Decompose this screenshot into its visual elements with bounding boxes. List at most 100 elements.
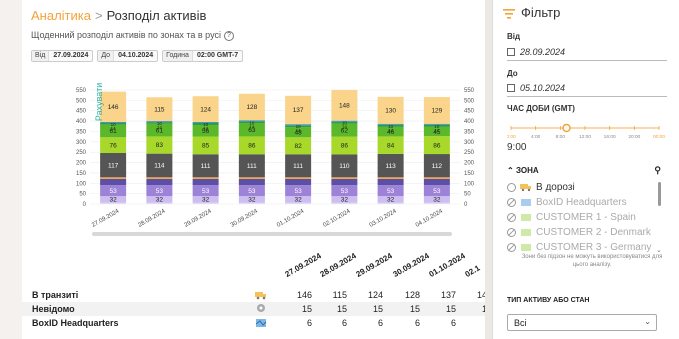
bar-segment[interactable] [100, 121, 127, 123]
bar-segment[interactable] [238, 202, 265, 204]
bar-segment[interactable] [192, 185, 219, 197]
bar-segment[interactable] [377, 96, 404, 124]
bar-segment[interactable] [192, 154, 219, 178]
bar-segment[interactable] [192, 136, 219, 155]
bar-segment[interactable] [285, 154, 312, 178]
bar-segment[interactable] [192, 96, 219, 122]
zone-scrollbar[interactable] [658, 182, 661, 206]
bar-segment[interactable] [146, 178, 173, 186]
bar-segment[interactable] [331, 202, 358, 204]
bar-segment[interactable] [146, 97, 173, 122]
bar-segment[interactable] [192, 122, 219, 126]
bar-segment[interactable] [100, 122, 127, 125]
zone-item[interactable]: BoxID Headquarters [507, 195, 657, 210]
bar-segment[interactable] [100, 177, 127, 179]
bar-segment[interactable] [377, 196, 404, 203]
bar-segment[interactable] [423, 202, 450, 204]
bar-segment[interactable] [377, 126, 404, 137]
bar-segment[interactable] [331, 178, 358, 186]
bar-segment[interactable] [331, 177, 358, 179]
bar-segment[interactable] [423, 123, 450, 125]
bar-segment[interactable] [100, 196, 127, 203]
bar-segment[interactable] [192, 178, 219, 186]
bar-segment[interactable] [192, 177, 219, 179]
bar-segment[interactable] [377, 178, 404, 186]
bar-segment[interactable] [331, 196, 358, 203]
bar-segment[interactable] [423, 196, 450, 203]
time-slider[interactable]: 0:00 4:00 8:00 12:00 16:00 20:00 00:00 [507, 120, 667, 144]
bar-segment[interactable] [238, 177, 265, 179]
column-header-date[interactable]: 01.10.2024 [427, 251, 467, 279]
bar-segment[interactable] [238, 178, 265, 186]
table-row[interactable]: BoxID Headquarters666666 [22, 316, 492, 330]
bar-segment[interactable] [285, 202, 312, 204]
bar-segment[interactable] [238, 93, 265, 121]
bar-segment[interactable] [423, 126, 450, 137]
bar-segment[interactable] [377, 123, 404, 125]
table-row[interactable]: Невідомо151515151515 [22, 302, 492, 316]
bar-segment[interactable] [331, 90, 358, 121]
bar-segment[interactable] [331, 154, 358, 178]
bar-segment[interactable] [285, 177, 312, 179]
bar-segment[interactable] [192, 121, 219, 123]
bar-segment[interactable] [146, 121, 173, 123]
zone-item[interactable]: В дорозі [507, 180, 657, 195]
bar-segment[interactable] [146, 153, 173, 178]
table-row[interactable]: В транзиті 146 115 124 128 137 148 [22, 288, 492, 302]
bar-segment[interactable] [423, 136, 450, 155]
bar-segment[interactable] [100, 91, 127, 122]
bar-segment[interactable] [377, 177, 404, 179]
bar-segment[interactable] [331, 120, 358, 122]
breadcrumb-root-link[interactable]: Аналітика [31, 8, 91, 23]
bar-segment[interactable] [192, 125, 219, 137]
bar-segment[interactable] [146, 123, 173, 137]
bar-segment[interactable] [377, 202, 404, 204]
bar-segment[interactable] [423, 177, 450, 179]
bar-segment[interactable] [146, 122, 173, 124]
bar-segment[interactable] [100, 137, 127, 154]
bar-segment[interactable] [238, 121, 265, 124]
asset-type-select[interactable]: Всі ⌄ [507, 314, 657, 331]
zone-collapse-icon[interactable]: ⌃ [507, 166, 514, 175]
bar-segment[interactable] [331, 121, 358, 124]
bar-segment[interactable] [423, 178, 450, 186]
bar-segment[interactable] [100, 178, 127, 186]
bar-segment[interactable] [423, 154, 450, 178]
zone-item[interactable]: CUSTOMER 1 - Spain [507, 210, 657, 225]
zone-scroll-down-icon[interactable]: ⌄ [656, 247, 662, 254]
filter-to-field[interactable]: 05.10.2024 [507, 83, 667, 97]
bar-segment[interactable] [100, 124, 127, 138]
column-header-date[interactable]: 02.1 [463, 263, 482, 279]
bar-segment[interactable] [377, 124, 404, 127]
bar-segment[interactable] [100, 202, 127, 204]
filter-icon[interactable] [503, 9, 515, 19]
bar-segment[interactable] [238, 185, 265, 197]
bar-segment[interactable] [146, 177, 173, 179]
bar-segment[interactable] [146, 202, 173, 204]
bar-segment[interactable] [192, 202, 219, 204]
bar-segment[interactable] [285, 185, 312, 197]
bar-segment[interactable] [285, 125, 312, 128]
help-icon[interactable]: ? [223, 30, 234, 41]
bar-segment[interactable] [285, 127, 312, 138]
column-header-date[interactable]: 27.09.2024 [283, 251, 323, 279]
filter-from-field[interactable]: 28.09.2024 [507, 47, 667, 61]
bar-segment[interactable] [331, 136, 358, 155]
bar-segment[interactable] [331, 123, 358, 137]
bar-segment[interactable] [100, 185, 127, 197]
bar-segment[interactable] [238, 123, 265, 137]
column-header-date[interactable]: 30.09.2024 [391, 251, 431, 279]
bar-segment[interactable] [238, 196, 265, 203]
zone-item[interactable]: CUSTOMER 2 - Denmark [507, 225, 657, 240]
bar-segment[interactable] [377, 136, 404, 154]
bar-segment[interactable] [238, 136, 265, 155]
bar-segment[interactable] [423, 185, 450, 197]
bar-segment[interactable] [285, 196, 312, 203]
column-header-date[interactable]: 28.09.2024 [318, 251, 358, 279]
bar-segment[interactable] [100, 153, 127, 178]
bar-segment[interactable] [377, 185, 404, 197]
bar-segment[interactable] [285, 178, 312, 186]
bar-segment[interactable] [285, 137, 312, 155]
bar-segment[interactable] [331, 185, 358, 197]
bar-segment[interactable] [423, 124, 450, 127]
